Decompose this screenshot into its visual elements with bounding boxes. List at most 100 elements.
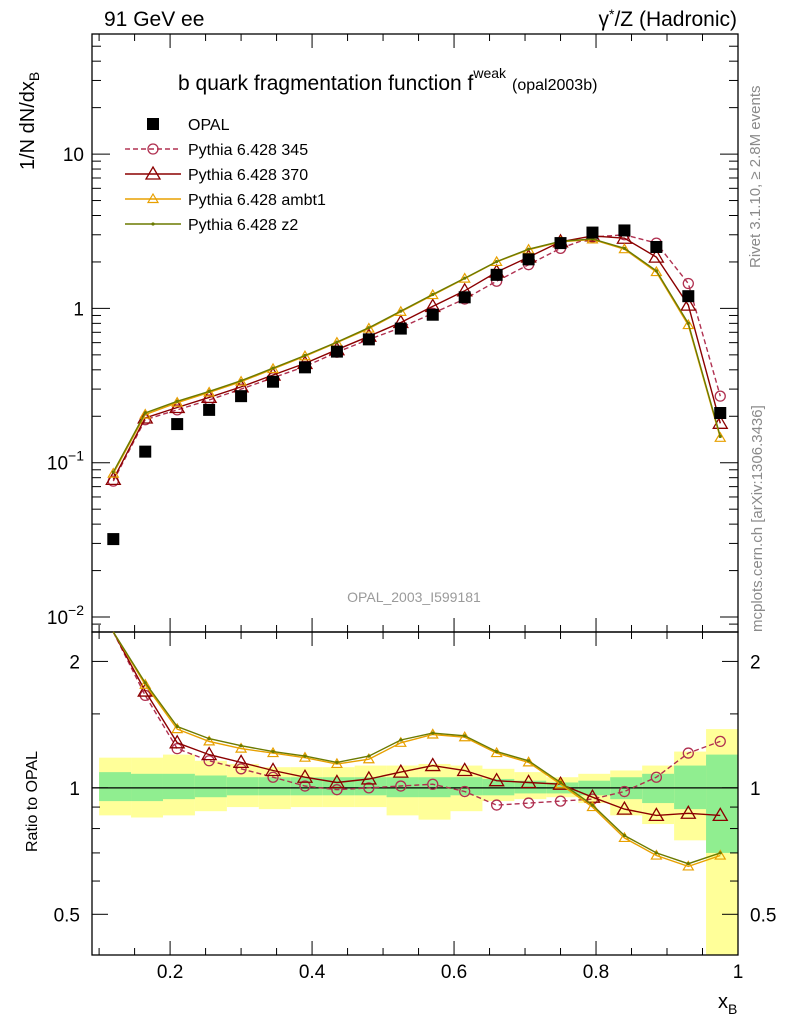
data-point [203, 403, 216, 416]
mc-point [298, 350, 312, 361]
data-point [330, 345, 343, 358]
rivet-label: Rivet 3.1.10, ≥ 2.8M events [747, 86, 764, 269]
mc-point [618, 785, 631, 798]
legend-label: Pythia 6.428 ambt1 [188, 192, 326, 209]
y-tick-label-bottom-right: 1 [750, 779, 761, 800]
mc-point [139, 408, 152, 419]
mc-point [459, 785, 471, 798]
data-point [554, 237, 567, 250]
mc-point [488, 772, 505, 787]
band-inner-bin [226, 777, 259, 796]
band-inner-bin [99, 772, 132, 802]
mc-point [203, 755, 215, 767]
mc-point [648, 248, 665, 263]
data-point [426, 308, 439, 321]
mc-point [682, 747, 694, 759]
mc-point [171, 742, 183, 755]
mc-point [520, 774, 537, 789]
mc-point [107, 467, 120, 478]
series-line-top [112, 235, 721, 480]
header-left: 91 GeV ee [104, 8, 204, 31]
y-tick-label-top: 10−2 [47, 602, 84, 629]
band-inner-bin [162, 773, 195, 800]
mc-point [151, 222, 155, 226]
mc-point [137, 409, 154, 424]
band-inner-bin [258, 777, 291, 796]
mc-point [111, 470, 115, 474]
uncertainty-bands [99, 729, 738, 955]
mc-point [394, 305, 407, 316]
mc-point [146, 192, 160, 204]
mc-point [680, 804, 697, 819]
mc-point [618, 242, 631, 254]
mc-point [714, 849, 727, 860]
mc-point [424, 757, 441, 772]
mc-point [558, 780, 563, 785]
mc-point [680, 296, 697, 311]
data-point [458, 291, 471, 304]
mc-point [686, 862, 690, 866]
mc-point [175, 724, 179, 729]
data-point [650, 240, 663, 253]
mc-point [271, 749, 275, 754]
mc-point [330, 757, 343, 769]
x-tick-label: 1 [733, 962, 744, 983]
series-line-ratio [112, 631, 721, 868]
mc-point [362, 753, 375, 764]
mc-point [712, 807, 729, 822]
data-point [586, 226, 599, 239]
mc-point [522, 756, 535, 767]
data-point [139, 445, 152, 458]
mc-point [463, 276, 467, 280]
mc-point [144, 165, 162, 180]
mc-point [526, 247, 531, 251]
x-tick-label: 0.2 [157, 962, 183, 983]
mc-point [554, 795, 567, 807]
mc-point [147, 143, 159, 155]
y-axis-label-top: 1/N dN/dxB [17, 72, 42, 170]
chart-title: b quark fragmentation function fweak(opa… [178, 65, 597, 95]
series-line-top [112, 238, 721, 474]
mc-point [650, 265, 663, 277]
y-tick-label-bottom-right: 0.5 [750, 905, 776, 926]
series-line-top [112, 234, 721, 482]
mc-point [526, 759, 531, 763]
mc-point [654, 851, 658, 855]
mc-point [328, 774, 346, 789]
x-tick-label: 0.6 [441, 962, 467, 983]
bottom-plot-frame [91, 631, 739, 956]
mc-point [303, 353, 307, 358]
watermark: OPAL_2003_I599181 [347, 589, 481, 605]
legend-label: Pythia 6.428 345 [188, 142, 308, 159]
data-point [714, 406, 727, 419]
mc-point [363, 782, 375, 794]
y-axis-label-bottom: Ratio to OPAL [24, 751, 41, 852]
mc-point [392, 763, 409, 778]
mc-point [682, 277, 694, 290]
x-axis-label: xB [718, 991, 737, 1017]
data-point [394, 322, 407, 335]
mc-point [426, 288, 439, 300]
mc-point [267, 771, 279, 783]
mc-point [456, 762, 473, 777]
mc-point [650, 771, 663, 783]
mc-point [239, 379, 243, 383]
mc-point [335, 340, 339, 344]
data-point [235, 390, 248, 403]
y-tick-label-bottom: 0.5 [54, 905, 80, 926]
mc-point [495, 749, 499, 754]
mc-point [682, 318, 695, 330]
mc-point [458, 272, 471, 283]
mc-point [682, 860, 695, 871]
mc-point [552, 775, 569, 790]
mc-point [232, 754, 250, 769]
mc-point [169, 734, 186, 749]
mc-point [622, 833, 627, 838]
mc-point [303, 754, 307, 758]
mc-point [271, 366, 275, 370]
mc-point [139, 678, 152, 689]
y-tick-label-bottom: 1 [69, 779, 80, 800]
data-point [522, 253, 535, 266]
